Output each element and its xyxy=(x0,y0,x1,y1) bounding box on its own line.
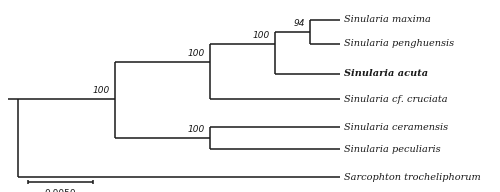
Text: 0.0050: 0.0050 xyxy=(44,189,76,192)
Text: Sinularia penghuensis: Sinularia penghuensis xyxy=(344,40,454,49)
Text: 100: 100 xyxy=(253,31,270,40)
Text: Sinularia cf. cruciata: Sinularia cf. cruciata xyxy=(344,94,448,103)
Text: Sinularia ceramensis: Sinularia ceramensis xyxy=(344,122,448,132)
Text: 100: 100 xyxy=(93,86,110,95)
Text: Sinularia peculiaris: Sinularia peculiaris xyxy=(344,145,440,153)
Text: 94: 94 xyxy=(294,19,305,28)
Text: 100: 100 xyxy=(188,125,205,134)
Text: Sarcophton trocheliphorum: Sarcophton trocheliphorum xyxy=(344,172,481,181)
Text: Sinularia maxima: Sinularia maxima xyxy=(344,16,431,25)
Text: Sinularia acuta: Sinularia acuta xyxy=(344,70,428,79)
Text: 100: 100 xyxy=(188,49,205,58)
